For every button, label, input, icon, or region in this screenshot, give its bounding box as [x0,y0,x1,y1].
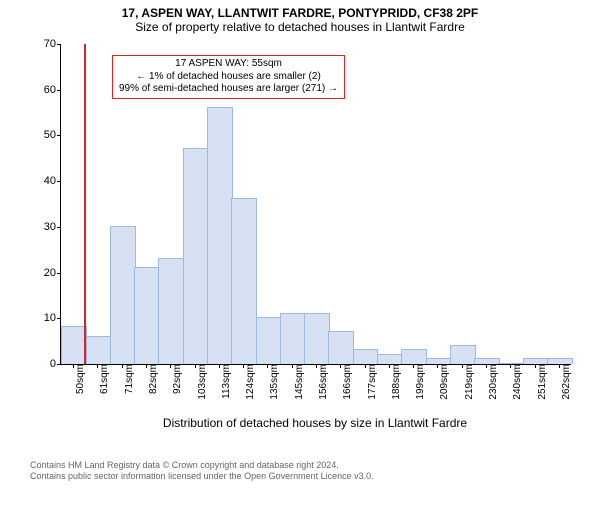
footer-line-1: Contains HM Land Registry data © Crown c… [30,460,600,471]
xtick-label: 61sqm [93,364,110,394]
histogram-bar [207,107,233,364]
xtick-label: 50sqm [69,364,86,394]
xtick-label: 103sqm [191,364,208,400]
histogram-bar [61,326,87,364]
footer-attribution: Contains HM Land Registry data © Crown c… [30,460,600,482]
ytick-label: 60 [44,84,61,96]
xtick-label: 156sqm [312,364,329,400]
histogram-bar [231,198,257,364]
xtick-label: 71sqm [118,364,135,394]
histogram-bar [183,148,209,364]
histogram-bar [377,354,403,364]
histogram-bar [86,336,112,364]
xtick-label: 251sqm [531,364,548,400]
ytick-label: 0 [50,358,61,370]
ytick-label: 50 [44,129,61,141]
xtick-label: 92sqm [166,364,183,394]
annotation-line: ← 1% of detached houses are smaller (2) [119,71,338,84]
xtick-label: 209sqm [433,364,450,400]
xtick-label: 240sqm [506,364,523,400]
chart-title-sub: Size of property relative to detached ho… [0,20,600,34]
annotation-box: 17 ASPEN WAY: 55sqm← 1% of detached hous… [112,55,345,99]
histogram-bar [134,267,160,364]
xtick-label: 124sqm [239,364,256,400]
annotation-line: 99% of semi-detached houses are larger (… [119,83,338,96]
ytick-label: 30 [44,221,61,233]
xtick-label: 177sqm [361,364,378,400]
xtick-label: 188sqm [385,364,402,400]
xtick-label: 135sqm [263,364,280,400]
xtick-label: 219sqm [458,364,475,400]
annotation-line: 17 ASPEN WAY: 55sqm [119,58,338,71]
xtick-label: 82sqm [142,364,159,394]
xtick-label: 166sqm [336,364,353,400]
ytick-label: 40 [44,175,61,187]
histogram-bar [158,258,184,364]
xtick-label: 113sqm [215,364,232,399]
histogram-bar [450,345,476,364]
xtick-label: 262sqm [555,364,572,400]
histogram-bar [256,317,282,364]
histogram-bar [328,331,354,364]
ytick-label: 10 [44,312,61,324]
chart-container: Number of detached properties 0102030405… [0,38,600,458]
xtick-label: 199sqm [409,364,426,400]
histogram-bar [110,226,136,364]
histogram-bar [280,313,306,364]
xtick-label: 230sqm [482,364,499,400]
property-marker-line [84,44,86,364]
histogram-bar [401,349,427,364]
xtick-label: 145sqm [288,364,305,400]
plot-area: 01020304050607050sqm61sqm71sqm82sqm92sqm… [60,44,571,365]
histogram-bar [353,349,379,364]
chart-title-main: 17, ASPEN WAY, LLANTWIT FARDRE, PONTYPRI… [0,6,600,20]
x-axis-label: Distribution of detached houses by size … [60,416,570,430]
histogram-bar [304,313,330,364]
footer-line-2: Contains public sector information licen… [30,471,600,482]
ytick-label: 70 [44,38,61,50]
ytick-label: 20 [44,267,61,279]
